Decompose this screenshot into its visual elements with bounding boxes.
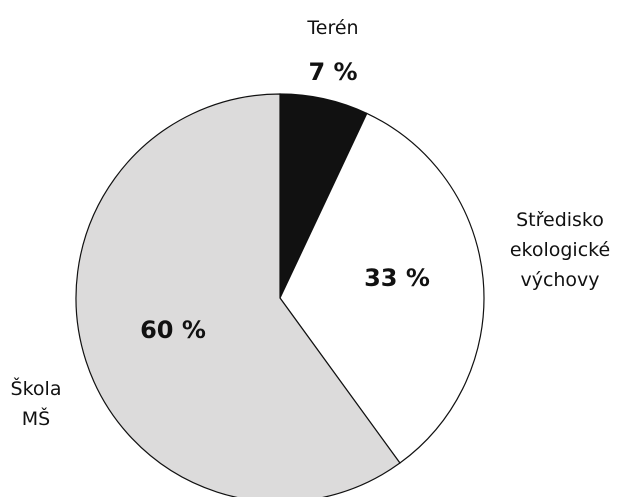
value-label: 33 % — [364, 264, 430, 292]
pie-slice — [279, 112, 485, 464]
category-label: Terén — [307, 17, 359, 39]
value-label: 7 % — [308, 58, 358, 86]
value-label: 60 % — [140, 316, 206, 344]
category-label: Středisko ekologické výchovy — [509, 209, 611, 291]
category-label: Škola MŠ — [10, 378, 62, 430]
pie-slice — [75, 93, 401, 497]
